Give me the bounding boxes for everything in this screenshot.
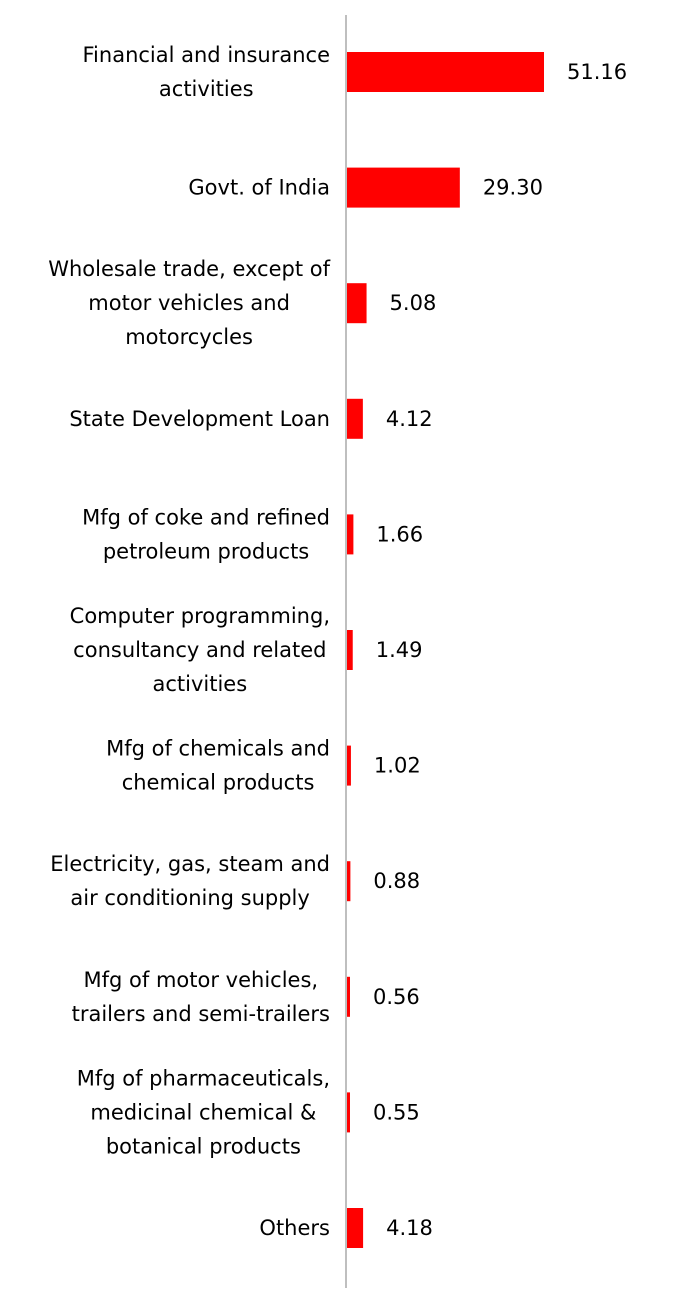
category-label-0: Financial and insurance activities [83,43,331,101]
category-label-line: trailers and semi-trailers [72,1002,330,1026]
value-label-6: 1.02 [374,754,421,778]
category-label-4: Mfg of coke and refined petroleum product… [82,505,330,563]
category-label-5: Computer programming, consultancy and rel… [70,604,330,696]
category-label-9: Mfg of pharmaceuticals, medicinal chemica… [77,1066,330,1158]
category-label-line: Others [259,1216,330,1240]
category-label-line: Electricity, gas, steam and [50,852,330,876]
value-label-10: 4.18 [386,1216,433,1240]
value-label-9: 0.55 [373,1100,420,1124]
value-label-0: 51.16 [567,60,627,84]
category-label-line: Mfg of coke and refined [82,505,330,529]
value-label-3: 4.12 [386,407,433,431]
bar-0 [347,52,544,92]
category-label-line: Financial and insurance [83,43,331,67]
category-label-line: motorcycles [125,325,253,349]
category-label-6: Mfg of chemicals and chemical products [106,737,330,795]
category-label-line: consultancy and related [73,638,326,662]
bar-6 [347,745,351,786]
category-label-line: activities [152,672,247,696]
value-label-5: 1.49 [376,638,423,662]
bar-1 [347,167,460,208]
category-label-line: Mfg of motor vehicles, [84,968,319,992]
bar-8 [347,976,350,1017]
bar-9 [347,1092,350,1133]
bar-7 [347,861,351,902]
category-label-line: Mfg of pharmaceuticals, [77,1066,330,1090]
category-label-line: air conditioning supply [70,886,309,910]
value-label-4: 1.66 [376,522,423,546]
category-label-line: Computer programming, [70,604,330,628]
value-label-7: 0.88 [373,869,420,893]
bar-2 [347,283,367,324]
category-label-line: Mfg of chemicals and [106,737,330,761]
bar-5 [347,630,353,670]
category-label-10: Others [259,1216,330,1240]
value-label-8: 0.56 [373,985,420,1009]
value-label-2: 5.08 [390,291,437,315]
category-label-line: activities [159,77,254,101]
category-label-1: Govt. of India [188,176,330,200]
bar-4 [347,514,354,555]
category-label-8: Mfg of motor vehicles, trailers and semi-… [72,968,330,1026]
category-label-2: Wholesale trade, except of motor vehicles… [48,257,330,349]
value-label-1: 29.30 [483,176,543,200]
category-label-line: chemical products [122,771,315,795]
bar-3 [347,398,363,439]
category-label-line: Wholesale trade, except of [48,257,330,281]
category-label-line: motor vehicles and [88,291,290,315]
category-label-line: botanical products [106,1134,301,1158]
bar-10 [347,1208,364,1248]
category-label-line: medicinal chemical & [90,1100,316,1124]
category-label-7: Electricity, gas, steam and air condition… [50,852,330,910]
category-label-line: State Development Loan [69,407,330,431]
category-label-line: petroleum products [103,539,309,563]
category-label-3: State Development Loan [69,407,330,431]
category-label-line: Govt. of India [188,176,330,200]
